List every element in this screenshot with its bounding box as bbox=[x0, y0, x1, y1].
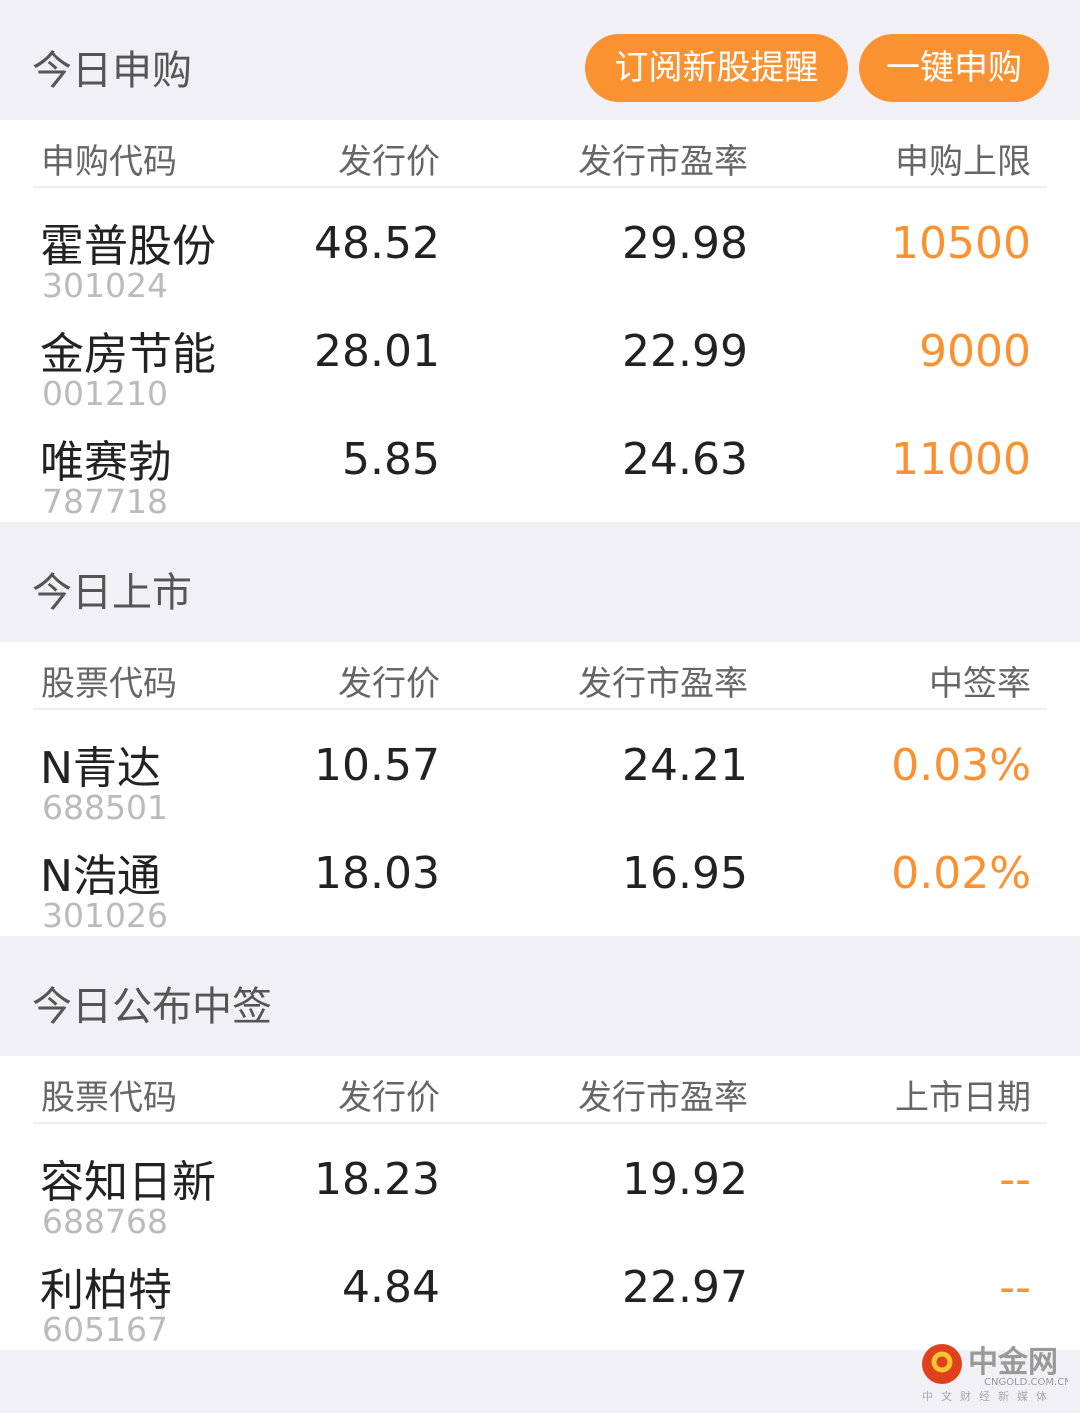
extra-value: -- bbox=[999, 1154, 1031, 1205]
extra-value: 0.02% bbox=[891, 848, 1031, 899]
stock-name[interactable]: 霍普股份 bbox=[40, 221, 216, 272]
stock-code: 605167 bbox=[42, 1310, 168, 1349]
table-header: 申购代码 发行价 发行市盈率 申购上限 bbox=[33, 120, 1047, 188]
issue-pe: 29.98 bbox=[622, 218, 748, 269]
table-row[interactable]: 唯赛勃 787718 5.85 24.63 11000 bbox=[33, 408, 1047, 521]
table-row[interactable]: N浩通 301026 18.03 16.95 0.02% bbox=[33, 822, 1047, 935]
extra-value: 11000 bbox=[891, 434, 1031, 485]
issue-price: 10.57 bbox=[314, 740, 440, 791]
column-header: 股票代码 bbox=[41, 664, 177, 704]
column-header: 发行价 bbox=[338, 142, 440, 182]
issue-pe: 24.21 bbox=[622, 740, 748, 791]
svg-text:CNGOLD.COM.CN: CNGOLD.COM.CN bbox=[984, 1377, 1068, 1388]
issue-price: 48.52 bbox=[314, 218, 440, 269]
section-title: 今日公布中签 bbox=[32, 984, 272, 1030]
watermark-logo: 中金网 CNGOLD.COM.CN 中文财经新媒体 bbox=[920, 1338, 1072, 1406]
stock-name[interactable]: 利柏特 bbox=[40, 1265, 172, 1316]
stock-table: 股票代码 发行价 发行市盈率 中签率 N青达 688501 10.57 24.21 0… bbox=[0, 642, 1080, 936]
issue-price: 5.85 bbox=[342, 434, 440, 485]
column-header: 发行市盈率 bbox=[578, 664, 748, 704]
table-row[interactable]: 金房节能 001210 28.01 22.99 9000 bbox=[33, 300, 1047, 413]
issue-pe: 19.92 bbox=[622, 1154, 748, 1205]
column-header: 发行价 bbox=[338, 1078, 440, 1118]
stock-table: 申购代码 发行价 发行市盈率 申购上限 霍普股份 301024 48.52 29.98… bbox=[0, 120, 1080, 522]
ipo-page: 今日申购 订阅新股提醒 一键申购 申购代码 发行价 发行市盈率 申购上限 霍普股份 30… bbox=[0, 0, 1080, 1350]
table-row[interactable]: 容知日新 688768 18.23 19.92 -- bbox=[33, 1128, 1047, 1241]
column-header: 申购代码 bbox=[41, 142, 177, 182]
stock-code: 787718 bbox=[42, 482, 168, 521]
stock-code: 301024 bbox=[42, 266, 168, 305]
column-header: 发行市盈率 bbox=[578, 1078, 748, 1118]
stock-name[interactable]: 金房节能 bbox=[40, 329, 216, 380]
issue-pe: 22.99 bbox=[622, 326, 748, 377]
stock-code: 688768 bbox=[42, 1202, 168, 1241]
stock-code: 688501 bbox=[42, 788, 168, 827]
stock-name[interactable]: 唯赛勃 bbox=[40, 437, 172, 488]
table-row[interactable]: 霍普股份 301024 48.52 29.98 10500 bbox=[33, 192, 1047, 305]
table-row[interactable]: 利柏特 605167 4.84 22.97 -- bbox=[33, 1236, 1047, 1349]
stock-name[interactable]: N浩通 bbox=[40, 851, 161, 902]
issue-price: 18.23 bbox=[314, 1154, 440, 1205]
issue-price: 18.03 bbox=[314, 848, 440, 899]
stock-name[interactable]: 容知日新 bbox=[40, 1157, 216, 1208]
issue-price: 28.01 bbox=[314, 326, 440, 377]
section-title: 今日上市 bbox=[32, 570, 192, 616]
issue-price: 4.84 bbox=[342, 1262, 440, 1313]
section-header: 今日公布中签 bbox=[0, 936, 1080, 1056]
section-header: 今日上市 bbox=[0, 522, 1080, 642]
column-header: 申购上限 bbox=[895, 142, 1031, 182]
column-header: 发行价 bbox=[338, 664, 440, 704]
section-title: 今日申购 bbox=[32, 48, 192, 94]
svg-text:中文财经新媒体: 中文财经新媒体 bbox=[922, 1389, 1055, 1403]
stock-code: 001210 bbox=[42, 374, 168, 413]
one-click-subscribe-button[interactable]: 一键申购 bbox=[859, 34, 1049, 102]
table-header: 股票代码 发行价 发行市盈率 上市日期 bbox=[33, 1056, 1047, 1124]
column-header: 股票代码 bbox=[41, 1078, 177, 1118]
table-header: 股票代码 发行价 发行市盈率 中签率 bbox=[33, 642, 1047, 710]
extra-value: 10500 bbox=[891, 218, 1031, 269]
issue-pe: 24.63 bbox=[622, 434, 748, 485]
svg-text:中金网: 中金网 bbox=[968, 1345, 1058, 1380]
issue-pe: 16.95 bbox=[622, 848, 748, 899]
extra-value: 9000 bbox=[919, 326, 1031, 377]
stock-table: 股票代码 发行价 发行市盈率 上市日期 容知日新 688768 18.23 19.92… bbox=[0, 1056, 1080, 1350]
column-header: 上市日期 bbox=[895, 1078, 1031, 1118]
issue-pe: 22.97 bbox=[622, 1262, 748, 1313]
table-row[interactable]: N青达 688501 10.57 24.21 0.03% bbox=[33, 714, 1047, 827]
extra-value: -- bbox=[999, 1262, 1031, 1313]
stock-code: 301026 bbox=[42, 896, 168, 935]
extra-value: 0.03% bbox=[891, 740, 1031, 791]
column-header: 发行市盈率 bbox=[578, 142, 748, 182]
column-header: 中签率 bbox=[929, 664, 1031, 704]
stock-name[interactable]: N青达 bbox=[40, 743, 161, 794]
subscribe-ipo-alert-button[interactable]: 订阅新股提醒 bbox=[585, 34, 848, 102]
section-header: 今日申购 订阅新股提醒 一键申购 bbox=[0, 0, 1080, 120]
